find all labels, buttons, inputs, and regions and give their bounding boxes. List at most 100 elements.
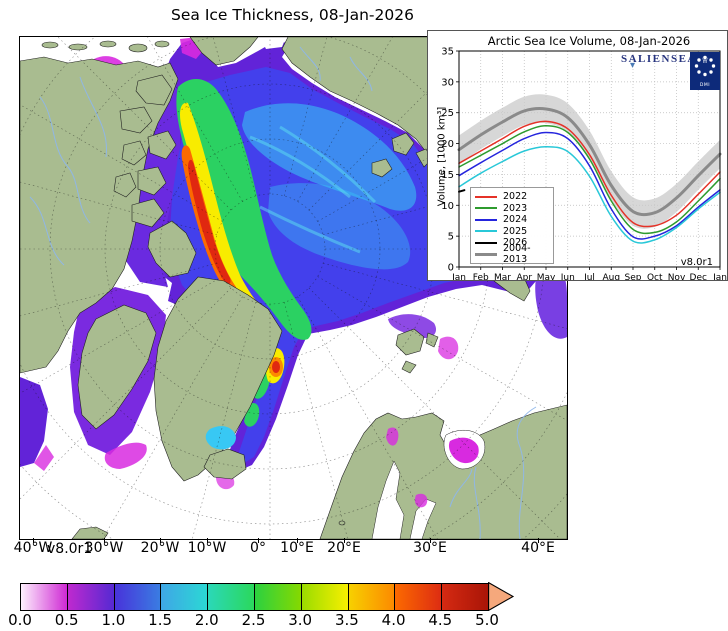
colorbar-tick-label: 2.5 <box>241 611 266 629</box>
colorbar-tick-label: 0.5 <box>54 611 79 629</box>
x-tick-label: Feb <box>473 273 489 280</box>
colorbar-segment <box>253 584 301 610</box>
land-arctic-island <box>119 106 153 134</box>
colorbar-tick-label: 5.0 <box>475 611 499 629</box>
x-tick-label: Jan <box>712 273 727 280</box>
legend-row-2025: 2025 <box>475 226 549 238</box>
y-tick-label: 20 <box>441 139 454 150</box>
ice-kara-patch <box>535 264 567 339</box>
land-canada-mainland <box>20 56 179 374</box>
ice-green-band <box>176 78 312 340</box>
y-tick-label: 25 <box>441 108 454 119</box>
legend-label: 2023 <box>503 202 528 214</box>
dmi-dot <box>697 58 701 62</box>
x-tick-label: Jan <box>451 273 466 280</box>
land-arctic-island <box>113 172 137 198</box>
land-islet <box>68 43 88 51</box>
legend-swatch <box>475 252 497 256</box>
open-water-top-left <box>20 37 178 59</box>
y-tick-label: 5 <box>448 232 454 243</box>
x-tick-label: Oct <box>647 273 663 280</box>
y-tick-label: 15 <box>441 170 454 181</box>
land-iceland <box>203 448 247 480</box>
land-svalbard <box>395 328 425 356</box>
ice-red-ridge <box>188 159 231 285</box>
ice-cyan-filaments <box>249 125 377 254</box>
lon-label: 40°E <box>521 540 555 556</box>
legend-swatch <box>475 195 497 198</box>
sea-gulf-of-bothnia <box>371 460 405 539</box>
series-line-2026 <box>458 189 466 193</box>
land-baffin-island <box>77 304 157 430</box>
series-line-2025 <box>458 145 721 244</box>
river <box>349 56 373 92</box>
y-tick-label: 30 <box>441 77 454 88</box>
lon-label: 20°W <box>140 540 180 556</box>
land-bottom-edge <box>71 526 109 539</box>
lon-tick <box>538 538 539 543</box>
lon-tick <box>297 538 298 543</box>
colorbar-segment <box>300 584 348 610</box>
colorbar-tick-label: 0.0 <box>8 611 32 629</box>
ice-red-tongue-core <box>272 361 280 373</box>
series-line-2024 <box>458 131 721 240</box>
ice-cyan-streak <box>268 183 411 270</box>
lon-label: 30°W <box>84 540 124 556</box>
lon-label: 40°W <box>13 540 53 556</box>
dmi-dot <box>709 58 713 62</box>
river <box>449 468 473 508</box>
chart-title: Arctic Sea Ice Volume, 08-Jan-2026 <box>487 34 691 48</box>
land-arctic-island <box>135 74 173 106</box>
river <box>516 406 537 539</box>
colorbar-tick-label: 1.0 <box>101 611 126 629</box>
colorbar-segment <box>66 584 114 610</box>
map-version-label: v8.0r1 <box>47 541 93 557</box>
lon-tick <box>104 538 105 543</box>
colorbar-segment <box>347 584 395 610</box>
colorbar-tick-label: 1.5 <box>148 611 173 629</box>
x-tick-label: Aug <box>602 273 620 280</box>
ice-svalbard-fringe <box>388 314 437 339</box>
page-title: Sea Ice Thickness, 08-Jan-2026 <box>171 6 414 24</box>
ice-pack-blue <box>170 67 512 463</box>
legend-label: 2026 <box>503 237 528 249</box>
dmi-dot <box>697 70 701 74</box>
ice-yellow-band <box>180 102 276 335</box>
x-tick-label: Jul <box>583 273 595 280</box>
lon-label: 0° <box>250 540 266 556</box>
legend-label: 2025 <box>503 225 528 237</box>
colorbar-tick-label: 3.5 <box>334 611 359 629</box>
river <box>299 46 321 82</box>
bay-ice-group <box>205 426 479 508</box>
dmi-logo: ♕ DMI <box>690 52 720 90</box>
dmi-dot <box>703 55 707 60</box>
land-arctic-island <box>121 140 147 166</box>
chart-version-label: v8.0r1 <box>680 257 713 268</box>
colorbar-segment <box>160 584 208 610</box>
legend-label: 2024 <box>503 214 528 226</box>
salienseas-logo: SALIENSEAS <box>621 53 705 65</box>
ice-barents-patch <box>438 336 459 360</box>
lon-tick <box>344 538 345 543</box>
land-severnaya-zemlya <box>391 132 415 156</box>
series-line-2022 <box>458 120 721 228</box>
dmi-dot <box>709 70 713 74</box>
colorbar-tick-label: 3.0 <box>288 611 313 629</box>
colorbar-tick-label: 4.0 <box>381 611 406 629</box>
y-tick-label: 35 <box>441 47 454 58</box>
ice-baltic-patch <box>414 493 428 508</box>
ice-magenta-left-edge <box>34 445 54 471</box>
legend-swatch <box>475 207 497 210</box>
river <box>79 76 108 158</box>
land-islet <box>128 43 148 53</box>
crown-icon: ♕ <box>700 56 710 66</box>
colorbar-segment <box>113 584 161 610</box>
lon-tick <box>160 538 161 543</box>
ice-left-edge-strip <box>20 377 48 467</box>
y-tick-label: 0 <box>448 263 454 274</box>
colorbar-segment <box>21 584 67 610</box>
lon-label: 10°E <box>280 540 314 556</box>
land-arctic-island <box>147 130 177 160</box>
